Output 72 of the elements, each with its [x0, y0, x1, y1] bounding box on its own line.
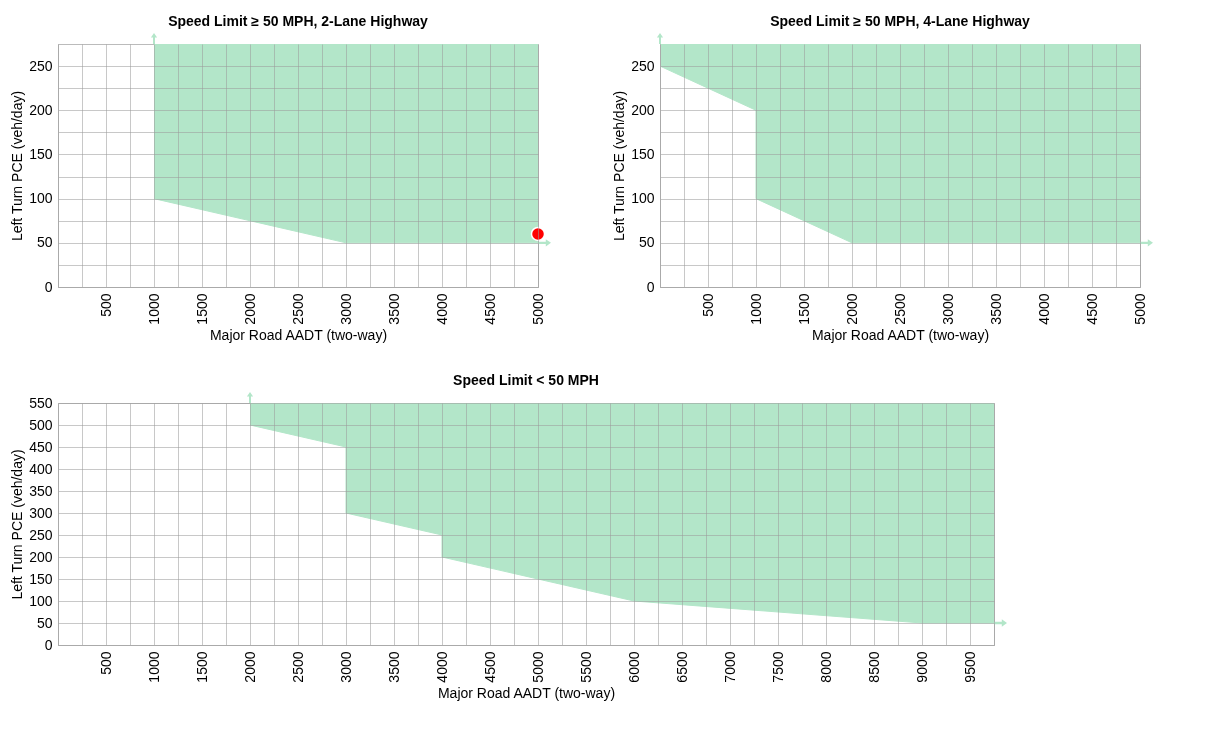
x-tick-label: 2000 [241, 651, 258, 683]
x-tick-label: 3000 [337, 293, 354, 325]
y-tick-label: 100 [29, 190, 53, 207]
y-tick-label: 300 [29, 504, 53, 521]
x-axis-title: Major Road AADT (two-way) [811, 326, 990, 343]
x-tick-label: 500 [699, 293, 716, 317]
x-tick-label: 3500 [385, 293, 402, 325]
x-tick-label: 1500 [193, 651, 210, 683]
x-axis-title: Major Road AADT (two-way) [209, 326, 388, 343]
y-tick-label: 200 [29, 548, 53, 565]
x-tick-label: 5000 [1131, 293, 1148, 325]
x-tick-label: 500 [97, 651, 114, 675]
y-tick-label: 350 [29, 482, 53, 499]
x-axis-title: Major Road AADT (two-way) [437, 684, 616, 701]
y-tick-label: 250 [29, 526, 53, 543]
x-tick-label: 2500 [289, 293, 306, 325]
y-tick-label: 400 [29, 460, 53, 477]
x-tick-label: 4500 [481, 293, 498, 325]
y-tick-label: 250 [631, 57, 655, 74]
x-tick-label: 2500 [289, 651, 306, 683]
x-tick-label: 4000 [433, 651, 450, 683]
x-tick-label: 1000 [145, 293, 162, 325]
y-tick-label: 50 [638, 234, 655, 251]
x-tick-label: 5000 [529, 293, 546, 325]
y-tick-label: 50 [36, 234, 53, 251]
x-tick-label: 8500 [865, 651, 882, 683]
x-tick-label: 1500 [795, 293, 812, 325]
y-tick-label: 500 [29, 416, 53, 433]
y-tick-label: 150 [29, 570, 53, 587]
y-axis-title: Left Turn PCE (veh/day) [9, 90, 26, 242]
x-tick-label: 1500 [193, 293, 210, 325]
x-tick-label: 7000 [721, 651, 738, 683]
x-tick-label: 1000 [145, 651, 162, 683]
x-tick-label: 1000 [747, 293, 764, 325]
x-tick-label: 2000 [241, 293, 258, 325]
x-tick-label: 3500 [385, 651, 402, 683]
x-tick-label: 6500 [673, 651, 690, 683]
x-tick-label: 5500 [577, 651, 594, 683]
chart-title: Speed Limit ≥ 50 MPH, 2-Lane Highway [168, 13, 429, 29]
y-tick-label: 0 [44, 278, 53, 295]
x-tick-label: 8000 [817, 651, 834, 683]
x-tick-label: 500 [97, 293, 114, 317]
x-tick-label: 4500 [1083, 293, 1100, 325]
y-tick-label: 200 [29, 101, 53, 118]
y-tick-label: 250 [29, 57, 53, 74]
y-tick-label: 0 [44, 636, 53, 653]
x-tick-label: 3000 [939, 293, 956, 325]
chart-title: Speed Limit ≥ 50 MPH, 4-Lane Highway [770, 13, 1031, 29]
x-tick-label: 4500 [481, 651, 498, 683]
y-tick-label: 150 [29, 145, 53, 162]
y-tick-label: 0 [646, 278, 655, 295]
x-tick-label: 3500 [987, 293, 1004, 325]
chart-title: Speed Limit < 50 MPH [453, 372, 599, 388]
y-tick-label: 150 [631, 145, 655, 162]
x-tick-label: 9000 [913, 651, 930, 683]
y-axis-title: Left Turn PCE (veh/day) [9, 449, 26, 600]
y-tick-label: 200 [631, 101, 655, 118]
x-tick-label: 5000 [529, 651, 546, 683]
x-tick-label: 4000 [433, 293, 450, 325]
x-tick-label: 7500 [769, 651, 786, 683]
y-tick-label: 450 [29, 438, 53, 455]
y-tick-label: 50 [36, 614, 53, 631]
y-tick-label: 550 [29, 394, 53, 411]
x-tick-label: 3000 [337, 651, 354, 683]
y-tick-label: 100 [29, 592, 53, 609]
y-tick-label: 100 [631, 190, 655, 207]
x-tick-label: 9500 [961, 651, 978, 683]
y-axis-title: Left Turn PCE (veh/day) [611, 90, 628, 242]
x-tick-label: 2000 [843, 293, 860, 325]
x-tick-label: 2500 [891, 293, 908, 325]
x-tick-label: 6000 [625, 651, 642, 683]
x-tick-label: 4000 [1035, 293, 1052, 325]
